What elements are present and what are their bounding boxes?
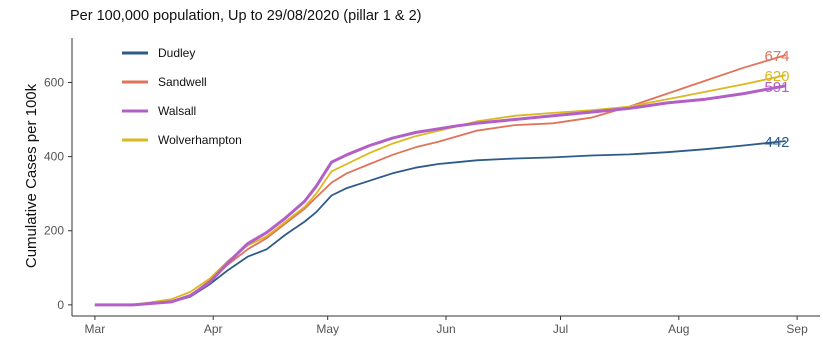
legend: Dudley Sandwell Walsall Wolverhampton [122, 46, 242, 147]
series-line-walsall [94, 84, 786, 307]
series-line-dudley [94, 140, 786, 306]
x-tick-label-jun: Jun [436, 322, 455, 336]
series-line-sandwell [94, 54, 786, 306]
y-axis-ticks: 0 200 400 600 [44, 75, 72, 312]
legend-label-sandwell: Sandwell [158, 75, 207, 89]
x-tick-label-jul: Jul [553, 322, 568, 336]
y-tick-label: 400 [44, 150, 64, 164]
x-axis-ticks: Mar Apr May Jun Jul Aug Sep [85, 316, 808, 336]
chart-title: Per 100,000 population, Up to 29/08/2020… [70, 8, 422, 24]
x-tick-label-apr: Apr [204, 322, 223, 336]
end-label-sandwell: 674 [764, 48, 789, 65]
end-label-dudley: 442 [764, 134, 789, 151]
x-tick-label-mar: Mar [85, 322, 106, 336]
x-tick-label-sep: Sep [786, 322, 808, 336]
legend-label-dudley: Dudley [158, 46, 195, 60]
x-tick-label-may: May [316, 322, 339, 336]
y-tick-label: 0 [57, 298, 64, 312]
end-label-wolverhampton: 620 [764, 68, 789, 85]
y-tick-label: 600 [44, 75, 64, 89]
series-lines [94, 54, 786, 307]
legend-label-walsall: Walsall [158, 104, 196, 118]
y-axis-label: Cumulative Cases per 100k [23, 83, 40, 268]
legend-label-wolverhampton: Wolverhampton [158, 133, 242, 147]
y-tick-label: 200 [44, 224, 64, 238]
series-line-wolverhampton [94, 74, 786, 306]
x-tick-label-aug: Aug [668, 322, 689, 336]
end-label-walsall: 591 [764, 79, 789, 96]
